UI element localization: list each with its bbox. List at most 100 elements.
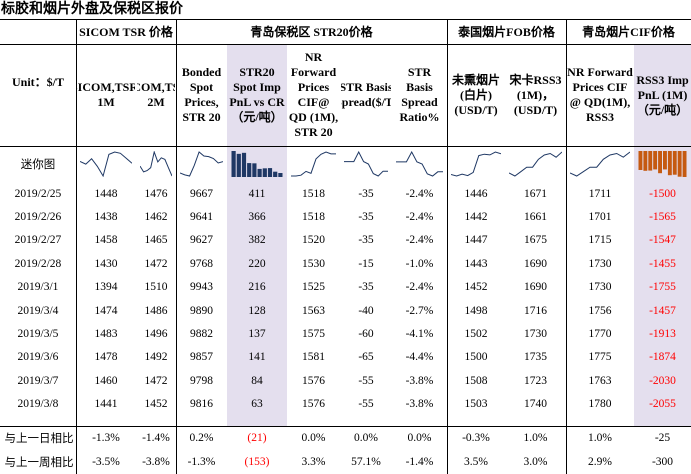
group-header: 青岛保税区 STR20价格: [250, 25, 373, 39]
table-cell: 1394: [94, 281, 118, 294]
table-cell: 1735: [524, 351, 547, 364]
highlight-column-bg: [227, 44, 287, 426]
group-header: 青岛烟片CIF价格: [582, 25, 675, 39]
table-cell: 1730: [588, 257, 612, 270]
table-cell: 9882: [190, 328, 213, 341]
row-date: 2019/2/27: [14, 234, 62, 247]
table-cell: 366: [248, 211, 266, 224]
table-cell: 382: [248, 234, 266, 247]
table-cell: 9641: [190, 211, 213, 224]
sparkline-line: [291, 151, 336, 177]
row-divider: [0, 19, 691, 20]
table-cell: -3.8%: [405, 374, 434, 387]
table-cell: -15: [358, 257, 374, 270]
table-cell: 1581: [302, 351, 325, 364]
change-row-label: 与上一日相比: [4, 432, 74, 445]
table-cell: 1478: [94, 351, 118, 364]
table-cell: -1500: [649, 187, 676, 200]
table-cell: -1457: [649, 304, 676, 317]
sparkline-bar: [667, 151, 672, 176]
sparkline-line: [570, 151, 630, 177]
table-cell: 1472: [144, 257, 168, 270]
change-cell: -300: [651, 455, 674, 468]
table-cell: 1525: [302, 281, 325, 294]
change-cell: (153): [244, 455, 270, 468]
change-cell: -1.3%: [187, 455, 216, 468]
table-cell: 1446: [464, 187, 488, 200]
table-cell: -35: [358, 187, 374, 200]
sparkline-bar: [257, 168, 262, 177]
table-cell: 1763: [588, 374, 612, 387]
table-cell: -2.7%: [405, 304, 434, 317]
sparkline-bar: [653, 151, 658, 170]
table-cell: -40: [358, 304, 374, 317]
table-cell: 1520: [302, 234, 325, 247]
table-cell: 1690: [524, 257, 547, 270]
table-cell: 9816: [190, 398, 213, 411]
table-cell: 1452: [144, 398, 168, 411]
table-cell: 1502: [464, 328, 488, 341]
column-header: RSS3 Imp PnL (1M)（元/吨）: [636, 72, 689, 117]
table-cell: 1458: [94, 234, 118, 247]
sparkline-bar: [663, 151, 667, 170]
table-cell: 1448: [94, 187, 118, 200]
table-cell: 1443: [464, 257, 488, 270]
table-cell: 216: [248, 281, 266, 294]
change-cell: -25: [654, 431, 671, 444]
row-date: 2019/3/4: [17, 304, 59, 317]
sparkline: [509, 151, 562, 177]
table-cell: 1675: [524, 234, 547, 247]
sparkline-line: [396, 151, 443, 177]
sparkline: [638, 151, 687, 177]
row-date: 2019/3/5: [17, 328, 59, 341]
table-cell: 1671: [524, 187, 547, 200]
sparkline-bar: [672, 151, 677, 175]
column-header: 未熏烟片(白片) (USD/T): [451, 72, 500, 117]
change-cell: 3.0%: [523, 455, 548, 468]
table-cell: 1563: [302, 304, 325, 317]
change-cell: -3.8%: [142, 455, 170, 468]
highlight-column-bg: [634, 44, 691, 426]
sparkline-bar: [278, 173, 283, 177]
table-cell: 9890: [190, 304, 213, 317]
table-cell: 1756: [588, 304, 612, 317]
table-cell: 1576: [302, 374, 325, 387]
change-cell: -1.4%: [142, 431, 170, 444]
change-cell: -1.4%: [405, 455, 434, 468]
sparkline-line: [451, 151, 501, 177]
table-cell: 1442: [464, 211, 488, 224]
table-cell: -4.1%: [405, 328, 434, 341]
row-date: 2019/3/7: [17, 374, 59, 387]
table-cell: 137: [248, 328, 266, 341]
table-cell: 1452: [464, 281, 488, 294]
table-cell: 1460: [94, 374, 118, 387]
table-cell: 1474: [94, 304, 118, 317]
table-cell: 1576: [302, 398, 325, 411]
table-cell: -2030: [649, 374, 676, 387]
sparkline-bar: [273, 171, 278, 177]
unit-label: Unit：$/T: [11, 75, 64, 89]
table-cell: 1472: [144, 374, 168, 387]
change-cell: 2.9%: [588, 455, 612, 468]
change-cell: (21): [247, 431, 267, 444]
table-cell: 1690: [524, 281, 547, 294]
table-cell: 1730: [524, 328, 547, 341]
table-cell: -65: [358, 351, 374, 364]
table-title: 标胶和烟片外盘及保税区报价: [1, 1, 183, 17]
table-cell: 128: [248, 304, 266, 317]
table-cell: 1740: [524, 398, 547, 411]
change-cell: 0.0%: [301, 431, 326, 444]
table-cell: 9627: [190, 234, 213, 247]
row-date: 2019/3/1: [17, 281, 59, 294]
table-cell: 1492: [144, 351, 168, 364]
table-cell: 9857: [190, 351, 213, 364]
sparkline-bar: [247, 163, 252, 177]
column-header: STR20 Spot Imp PnL vs CR（元/吨）: [229, 65, 285, 124]
sparkline-row-label: 迷你图: [20, 159, 56, 171]
table-cell: 1503: [464, 398, 488, 411]
change-cell: -1.3%: [92, 431, 120, 444]
column-header: NR Forward Prices CIF @ QD(1M), RSS3: [567, 65, 633, 124]
table-cell: -2.4%: [405, 187, 434, 200]
table-cell: -1.0%: [405, 257, 434, 270]
change-cell: -0.3%: [462, 431, 490, 444]
